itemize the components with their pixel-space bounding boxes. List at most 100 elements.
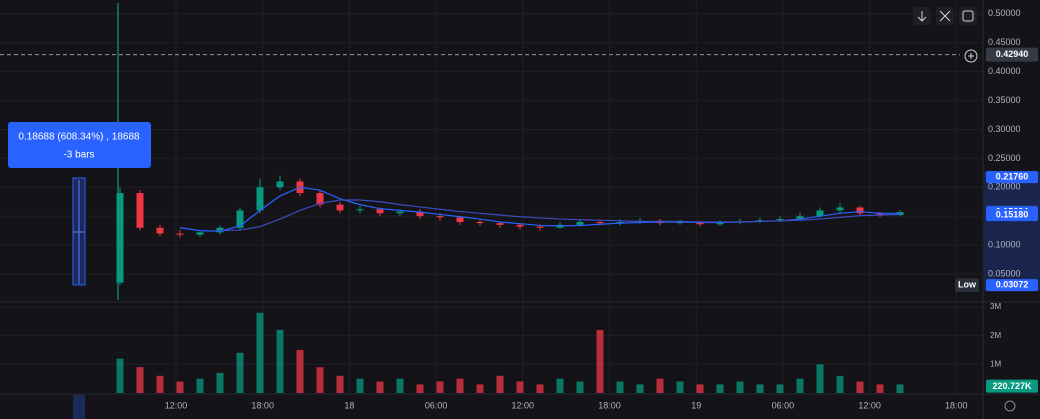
candle-body <box>376 209 384 214</box>
measure-tooltip <box>8 122 151 168</box>
axis-highlight <box>984 171 1040 292</box>
time-highlight <box>73 395 85 419</box>
moving-average <box>219 199 901 232</box>
icon <box>962 10 974 22</box>
settings-button[interactable] <box>1004 400 1016 412</box>
y-tick-label: 0.25000 <box>988 153 1021 163</box>
fullscreen-button[interactable] <box>959 7 977 25</box>
volume-bar <box>476 384 484 393</box>
volume-bar <box>196 378 204 393</box>
price-tag-label: 0.15180 <box>996 210 1029 220</box>
volume-tick-label: 1M <box>990 359 1001 368</box>
icon <box>917 11 927 22</box>
toolbar <box>913 7 1016 412</box>
volume-bar <box>896 384 904 393</box>
volume-bar <box>796 378 804 393</box>
price-tag <box>986 209 1038 222</box>
y-tick-label: 0.30000 <box>988 124 1021 134</box>
y-tick-label: 0.45000 <box>988 37 1021 47</box>
x-tick-label: 18 <box>344 400 354 410</box>
candle-body <box>536 226 544 228</box>
candle-body <box>416 211 424 217</box>
volume-bar <box>256 312 264 393</box>
x-tick-label: 18:00 <box>945 400 968 410</box>
volume-bar <box>176 381 184 393</box>
x-tick-label: 18:00 <box>598 400 621 410</box>
candle-body <box>856 207 864 214</box>
x-tick-label: 19 <box>691 400 701 410</box>
price-tag <box>986 171 1038 184</box>
x-tick-label: 18:00 <box>251 400 274 410</box>
candle-body <box>476 221 484 224</box>
candle-body <box>876 213 884 216</box>
volume-tag <box>986 379 1038 393</box>
volume-bar <box>516 381 524 393</box>
candle-body <box>136 193 144 228</box>
volume-bar <box>536 384 544 393</box>
volume-bar <box>756 384 764 393</box>
volume-tag-label: 220.727K <box>992 381 1032 391</box>
volume-tick-label: 3M <box>990 302 1001 311</box>
plot <box>116 175 904 393</box>
tooltip-line: 0.18688 (608.34%) , 18688 <box>18 132 140 143</box>
candle-body <box>796 216 804 220</box>
x-tick-label: 06:00 <box>772 400 795 410</box>
volume-bar <box>836 375 844 393</box>
crosshair-label: 0.42940 <box>996 49 1029 59</box>
volume-bar <box>336 375 344 393</box>
y-tick-label: 0.40000 <box>988 66 1021 76</box>
low-tag <box>986 279 1038 292</box>
y-tick-label: 0.50000 <box>988 8 1021 18</box>
price-tag-label: 0.21760 <box>996 171 1029 181</box>
volume-bar <box>696 384 704 393</box>
volume-bar <box>376 381 384 393</box>
crosshair-tag <box>986 47 1038 62</box>
candle-body <box>596 221 604 224</box>
x-tick-label: 12:00 <box>512 400 535 410</box>
candle-body <box>816 210 824 217</box>
candle-body <box>456 217 464 222</box>
volume-bar <box>876 384 884 393</box>
candle-body <box>356 209 364 211</box>
candle-body <box>516 224 524 227</box>
volume-bar <box>816 364 824 393</box>
volume-bar <box>636 384 644 393</box>
y-tick-label: 0.05000 <box>988 268 1021 278</box>
volume-bar <box>416 384 424 393</box>
x-tick-label: 12:00 <box>165 400 188 410</box>
volume-bar <box>616 381 624 393</box>
y-tick-label: 0.35000 <box>988 95 1021 105</box>
candle-body <box>496 223 504 225</box>
low-name-tag <box>955 278 979 293</box>
volume-tick-label: 2M <box>990 331 1001 340</box>
x-tick-label: 06:00 <box>425 400 448 410</box>
volume-bar <box>136 367 144 393</box>
volume-bar <box>596 329 604 393</box>
volume-bar <box>576 381 584 393</box>
volume-bar <box>736 381 744 393</box>
volume-bar <box>216 372 224 393</box>
volume-bar <box>676 381 684 393</box>
low-name: Low <box>958 280 977 290</box>
icon <box>968 53 974 59</box>
volume-bar <box>456 378 464 393</box>
volume-bar <box>716 384 724 393</box>
y-tick-label: 0.20000 <box>988 182 1021 192</box>
volume-bar <box>496 375 504 393</box>
add-button[interactable] <box>964 49 978 63</box>
volume-bar <box>316 367 324 393</box>
volume-bar <box>236 352 244 393</box>
icon <box>939 10 951 22</box>
candle-body <box>316 193 324 205</box>
volume-bar <box>776 384 784 393</box>
candle-body <box>196 232 204 235</box>
candle-body <box>116 193 124 283</box>
volume-bar <box>396 378 404 393</box>
tooltip-line: -3 bars <box>63 150 94 161</box>
volume-bar <box>296 350 304 393</box>
volume-bar <box>656 378 664 393</box>
volume-bar <box>556 378 564 393</box>
y-tick-label: 0.10000 <box>988 239 1021 249</box>
